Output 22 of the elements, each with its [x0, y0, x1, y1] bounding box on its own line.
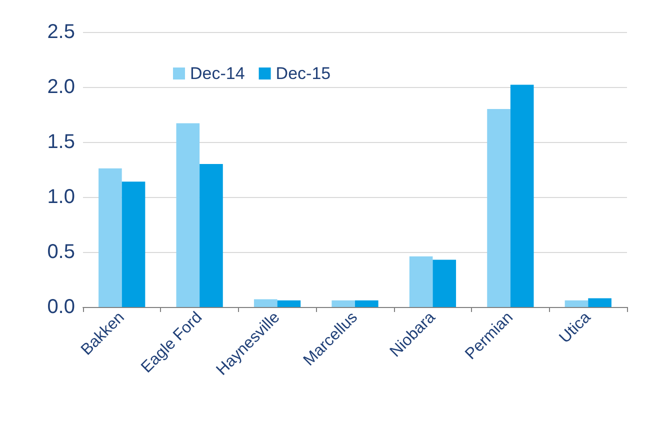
bar	[254, 299, 278, 307]
bar	[277, 300, 301, 307]
y-tick-label: 1.0	[47, 186, 75, 208]
bar	[510, 84, 534, 307]
bar	[432, 260, 456, 307]
bar	[200, 164, 223, 307]
bar	[98, 168, 122, 307]
bar	[176, 123, 200, 307]
legend-label: Dec-14	[190, 64, 245, 83]
bar	[487, 109, 510, 307]
legend-label: Dec-15	[276, 64, 331, 83]
bar	[122, 182, 146, 307]
y-tick-label: 2.0	[47, 76, 75, 98]
bar	[355, 300, 378, 307]
bar	[588, 298, 612, 307]
y-tick-label: 1.5	[47, 131, 75, 153]
y-tick-label: 0.5	[47, 241, 75, 263]
y-tick-label: 2.5	[47, 21, 75, 43]
bar	[409, 256, 433, 307]
y-tick-label: 0.0	[47, 296, 75, 318]
bar	[332, 300, 355, 307]
bar	[564, 300, 588, 307]
